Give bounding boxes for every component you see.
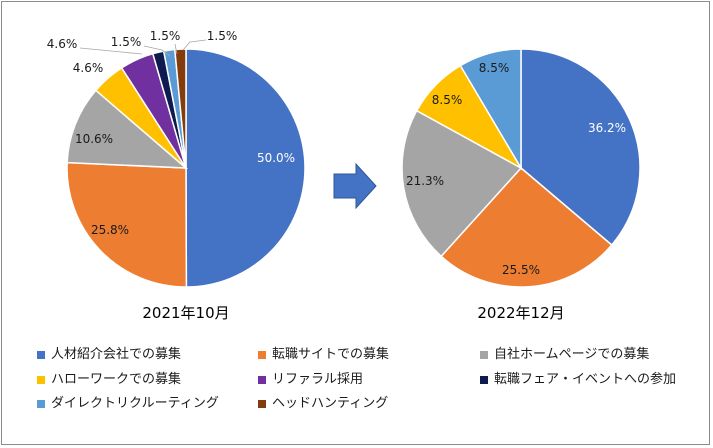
pie-chart-2022: 36.2% 25.5% 21.3% 8.5% 8.5%: [401, 48, 641, 288]
data-label: 21.3%: [406, 174, 444, 188]
pie-slice: [185, 48, 306, 288]
leader-line: [79, 47, 143, 55]
data-label: 25.8%: [91, 223, 129, 237]
pie-slice: [66, 89, 189, 169]
leader-line: [143, 45, 171, 57]
data-label: 4.6%: [73, 61, 104, 75]
data-label: 1.5%: [111, 35, 142, 49]
data-label: 25.5%: [502, 263, 540, 277]
caption-2021: 2021年10月: [142, 304, 229, 322]
caption-2022: 2022年12月: [477, 304, 564, 322]
right-arrow-icon: [333, 162, 377, 210]
pie-slice: [401, 109, 523, 258]
pie-slice: [173, 48, 187, 169]
data-label: 1.5%: [150, 29, 181, 43]
data-label: 1.5%: [207, 29, 238, 43]
leader-line: [182, 39, 207, 51]
data-label: 8.5%: [432, 93, 463, 107]
data-label: 4.6%: [47, 37, 78, 51]
pie-chart-2021: 50.0% 25.8% 10.6% 4.6% 4.6% 1.5% 1.5% 1.5%: [47, 29, 306, 288]
data-label: 8.5%: [479, 61, 510, 75]
data-label: 10.6%: [75, 132, 113, 146]
data-label: 36.2%: [588, 121, 626, 135]
pie-slice: [66, 161, 188, 288]
data-label: 50.0%: [257, 151, 295, 165]
pie-slice: [459, 48, 522, 171]
pie-slice: [440, 166, 613, 288]
pie-slice: [520, 48, 641, 247]
leader-line: [174, 43, 178, 55]
